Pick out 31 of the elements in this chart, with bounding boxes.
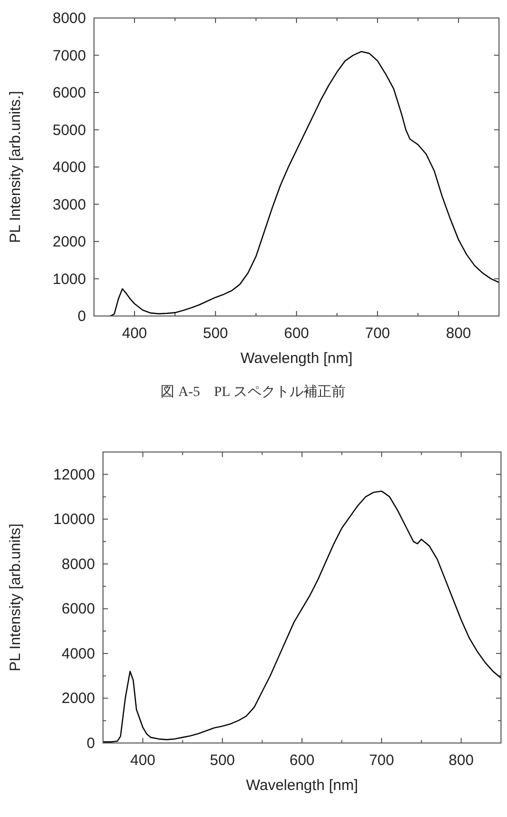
x-tick-label: 700 — [369, 752, 394, 769]
x-tick-label: 800 — [448, 752, 474, 769]
y-tick-label: 2000 — [62, 690, 95, 708]
x-tick-label: 500 — [202, 325, 228, 342]
y-tick-label: 4000 — [62, 645, 95, 662]
y-tick-label: 2000 — [52, 234, 86, 250]
y-tick-label: 8000 — [52, 10, 86, 27]
x-tick-label: 700 — [364, 325, 390, 342]
y-axis-title: PL Intensity [arb.units] — [7, 524, 24, 672]
x-tick-label: 500 — [210, 752, 235, 769]
y-tick-label: 0 — [86, 735, 95, 752]
y-tick-label: 10000 — [53, 511, 95, 528]
y-tick-label: 0 — [78, 308, 86, 325]
x-axis-title: Wavelength [nm] — [240, 350, 352, 367]
x-tick-label: 600 — [289, 752, 315, 769]
y-tick-label: 12000 — [53, 466, 95, 484]
x-tick-label: 400 — [122, 325, 148, 342]
y-tick-label: 7000 — [52, 47, 86, 64]
x-axis-title: Wavelength [nm] — [246, 777, 358, 794]
y-axis-title: PL Intensity [arb.units.] — [7, 90, 24, 244]
y-tick-label: 3000 — [52, 196, 86, 214]
y-tick-label: 4000 — [52, 159, 86, 176]
x-tick-label: 600 — [284, 325, 310, 342]
y-tick-label: 6000 — [52, 84, 86, 102]
y-tick-label: 1000 — [52, 270, 86, 288]
x-tick-label: 800 — [446, 325, 472, 342]
y-tick-label: 6000 — [62, 600, 95, 618]
x-tick-label: 400 — [130, 752, 156, 769]
text: 図 A-5 PL スペクトル補正前 — [160, 384, 346, 400]
y-tick-label: 8000 — [62, 556, 95, 573]
y-tick-label: 5000 — [52, 122, 86, 139]
